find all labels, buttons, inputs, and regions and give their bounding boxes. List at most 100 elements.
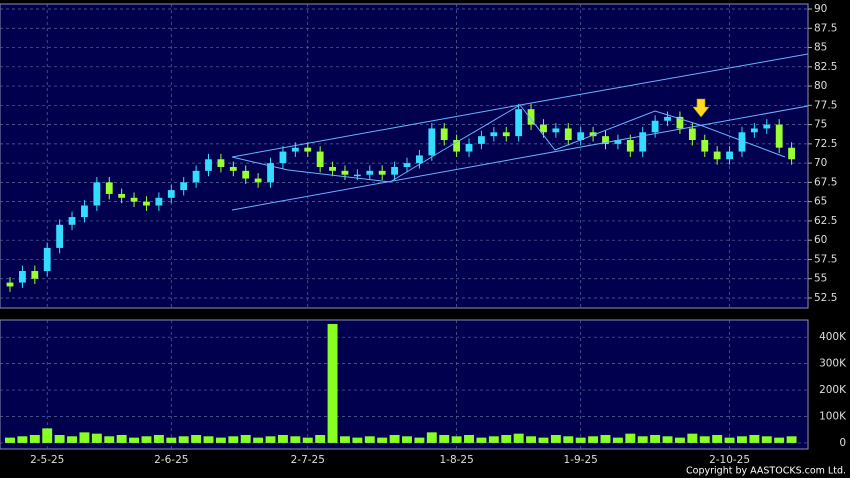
y-tick-label: 70 xyxy=(814,157,827,169)
candle-body xyxy=(279,151,287,164)
candle-body xyxy=(676,116,684,129)
candle-body xyxy=(602,136,609,144)
candle-body xyxy=(614,140,622,144)
candle-body xyxy=(664,116,671,121)
candle-body xyxy=(391,166,399,175)
candle-body xyxy=(626,140,634,152)
volume-bar xyxy=(228,436,239,443)
candle-body xyxy=(229,166,237,171)
volume-bar xyxy=(650,434,661,443)
candle-body xyxy=(775,124,783,148)
candle-body xyxy=(453,140,461,152)
volume-bar xyxy=(501,434,512,443)
volume-bar xyxy=(538,437,549,443)
candle-body xyxy=(515,109,523,137)
candle-body xyxy=(192,170,200,183)
volume-bar xyxy=(54,434,65,443)
candle-body xyxy=(217,159,225,167)
volume-bar xyxy=(116,434,127,443)
volume-bar xyxy=(426,432,437,443)
candle-body xyxy=(502,132,510,137)
y-tick-label: 82.5 xyxy=(814,61,837,73)
volume-bar xyxy=(265,436,276,443)
y-tick-label: 72.5 xyxy=(814,138,837,150)
volume-bar xyxy=(786,436,797,443)
candle-body xyxy=(788,147,796,160)
copyright: Copyright by AASTOCKS.com Ltd. xyxy=(686,466,846,477)
volume-bar xyxy=(687,433,698,443)
volume-bar xyxy=(277,434,288,443)
volume-bar xyxy=(340,436,350,443)
candle-body xyxy=(155,197,163,206)
candle-body xyxy=(577,132,585,141)
volume-tick-label: 100K xyxy=(819,410,847,422)
volume-bar xyxy=(439,434,450,443)
volume-bar xyxy=(302,437,313,443)
candle-body xyxy=(527,109,535,125)
x-tick-label: 2-10-25 xyxy=(709,454,750,466)
volume-bar xyxy=(377,437,388,443)
candle-body xyxy=(440,128,448,141)
volume-bar xyxy=(402,436,412,443)
volume-bar xyxy=(315,434,326,443)
volume-bar xyxy=(737,436,747,443)
trendlines xyxy=(231,53,809,211)
y-tick-label: 60 xyxy=(814,234,827,246)
volume-bar xyxy=(563,436,574,443)
candle-body xyxy=(465,143,473,152)
volume-bar xyxy=(637,436,648,443)
volume-bar xyxy=(364,436,375,443)
volume-bar xyxy=(327,323,338,443)
price-panel xyxy=(0,3,809,309)
volume-bar xyxy=(513,433,524,443)
volume-bar xyxy=(191,434,202,443)
candle-body xyxy=(242,170,250,179)
volume-bar xyxy=(625,433,636,443)
x-tick-label: 2-5-25 xyxy=(30,454,64,466)
candle-body xyxy=(105,182,113,194)
candle-body xyxy=(341,170,349,175)
x-tick-label: 2-7-25 xyxy=(291,454,325,466)
candle-body xyxy=(353,174,361,177)
candle-body xyxy=(490,132,498,137)
volume-bar xyxy=(215,437,226,443)
candle-body xyxy=(738,132,746,152)
candle-body xyxy=(415,155,423,164)
volume-bar xyxy=(575,437,586,443)
y-tick-label: 67.5 xyxy=(814,176,837,188)
volume-bar xyxy=(166,437,177,443)
candle-body xyxy=(18,271,26,283)
volume-bar xyxy=(464,434,474,443)
candle-body xyxy=(428,128,436,156)
volume-bar xyxy=(141,436,152,443)
candle-body xyxy=(130,197,138,202)
candle-body xyxy=(366,170,374,175)
volume-bar xyxy=(724,437,735,443)
y-tick-label: 55 xyxy=(814,273,827,285)
y-tick-label: 77.5 xyxy=(814,99,837,111)
volume-bar xyxy=(674,437,685,443)
x-tick-label: 1-8-25 xyxy=(439,454,473,466)
candle-body xyxy=(688,128,696,141)
candle-body xyxy=(651,120,659,133)
candle-body xyxy=(750,128,758,133)
volume-tick-label: 200K xyxy=(819,384,847,396)
candle-body xyxy=(552,128,560,133)
marker-arrow xyxy=(692,98,710,118)
volume-bar xyxy=(5,437,15,443)
volume-bar xyxy=(749,434,760,443)
y-tick-label: 80 xyxy=(814,80,827,92)
volume-bar xyxy=(612,437,623,443)
volume-bar xyxy=(526,436,537,443)
candle-body xyxy=(93,182,101,206)
volume-bar xyxy=(67,436,77,443)
volume-bar xyxy=(129,437,140,443)
candle-body xyxy=(167,190,175,198)
candle-body xyxy=(564,128,572,141)
volume-tick-label: 300K xyxy=(819,358,847,370)
volume-bar xyxy=(153,434,164,443)
candle-body xyxy=(316,151,324,167)
y-tick-label: 75 xyxy=(814,119,827,131)
candle-body xyxy=(639,132,647,152)
y-tick-label: 65 xyxy=(814,196,827,208)
